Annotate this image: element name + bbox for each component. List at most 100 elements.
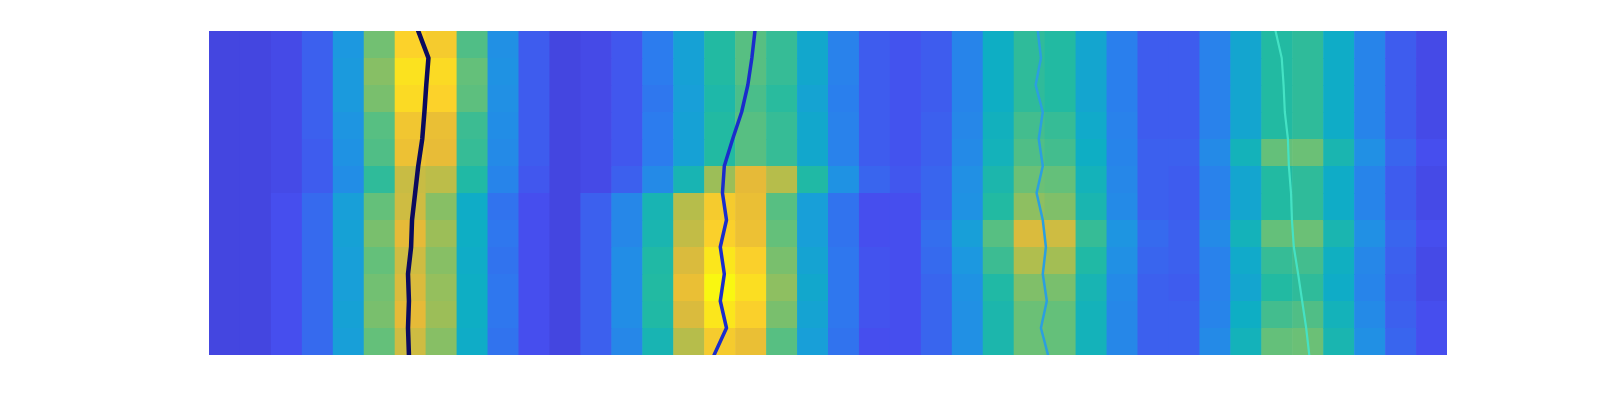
heatmap-cell	[921, 112, 953, 140]
heatmap-cell	[766, 58, 798, 86]
heatmap-cell	[890, 58, 922, 86]
heatmap-cell	[271, 328, 303, 355]
heatmap-cell	[859, 328, 891, 355]
heatmap-cell	[890, 85, 922, 113]
heatmap-cell	[549, 166, 581, 194]
heatmap-cell	[1230, 301, 1262, 329]
heatmap-cell	[333, 193, 365, 221]
heatmap-cell	[1076, 58, 1108, 86]
heatmap-cell	[766, 166, 798, 194]
heatmap-cell	[519, 274, 551, 302]
heatmap-cell	[271, 58, 303, 86]
heatmap-cell	[766, 31, 798, 59]
heatmap-cell	[673, 31, 705, 59]
heatmap-cell	[302, 220, 334, 248]
heatmap-cell	[1385, 139, 1417, 167]
heatmap-cell	[952, 139, 984, 167]
heatmap-cell	[1292, 220, 1324, 248]
heatmap-cell	[766, 328, 798, 355]
heatmap-cell	[457, 85, 489, 113]
heatmap-cell	[983, 58, 1015, 86]
heatmap-cell	[1385, 58, 1417, 86]
heatmap-cell	[1416, 85, 1447, 113]
heatmap-cell	[642, 274, 674, 302]
heatmap-cell	[1323, 328, 1355, 355]
heatmap-cell	[364, 301, 396, 329]
heatmap-cell	[828, 247, 860, 275]
heatmap-cell	[1416, 139, 1447, 167]
heatmap-cell	[1138, 274, 1170, 302]
heatmap-cell	[395, 166, 427, 194]
heatmap-cell	[890, 166, 922, 194]
heatmap-cell	[302, 274, 334, 302]
heatmap-cell	[859, 274, 891, 302]
heatmap-cell	[983, 274, 1015, 302]
heatmap-cell	[1168, 328, 1200, 355]
heatmap-cell	[488, 193, 520, 221]
heatmap-cell	[488, 247, 520, 275]
heatmap-cell	[859, 112, 891, 140]
heatmap-cell	[209, 247, 241, 275]
heatmap-cell	[1168, 85, 1200, 113]
heatmap-cell	[519, 112, 551, 140]
heatmap-cell	[209, 166, 241, 194]
heatmap-cell	[302, 58, 334, 86]
heatmap-cell	[240, 31, 272, 59]
heatmap-cell	[828, 31, 860, 59]
heatmap-cell	[457, 301, 489, 329]
heatmap-cell	[1107, 31, 1139, 59]
heatmap-cell	[364, 193, 396, 221]
heatmap-cell	[209, 112, 241, 140]
heatmap-cell	[1230, 274, 1262, 302]
heatmap-cell	[766, 193, 798, 221]
heatmap-cell	[1199, 220, 1231, 248]
heatmap-cell	[859, 247, 891, 275]
heatmap-cell	[735, 247, 767, 275]
heatmap-cell	[1168, 247, 1200, 275]
heatmap-cell	[1230, 247, 1262, 275]
heatmap-cell	[1045, 220, 1077, 248]
chart-svg	[0, 0, 1600, 400]
heatmap-cell	[766, 301, 798, 329]
heatmap-cell	[642, 58, 674, 86]
heatmap-cell	[797, 193, 829, 221]
heatmap-cell	[1354, 247, 1386, 275]
heatmap-cell	[1261, 58, 1293, 86]
heatmap-cell	[364, 274, 396, 302]
heatmap-cell	[395, 85, 427, 113]
heatmap-cell	[519, 139, 551, 167]
heatmap-cell	[766, 139, 798, 167]
heatmap-cell	[240, 193, 272, 221]
heatmap-cell	[364, 166, 396, 194]
heatmap-cell	[209, 139, 241, 167]
heatmap-cell	[1261, 193, 1293, 221]
heatmap-cell	[549, 58, 581, 86]
heatmap-cell	[364, 220, 396, 248]
heatmap-cell	[580, 247, 612, 275]
heatmap-cell	[1354, 328, 1386, 355]
heatmap-cell	[1230, 58, 1262, 86]
heatmap-cell	[859, 220, 891, 248]
heatmap-cell	[1076, 220, 1108, 248]
heatmap-cell	[1230, 328, 1262, 355]
heatmap-cell	[704, 31, 736, 59]
heatmap-cell	[333, 247, 365, 275]
heatmap-cell	[952, 301, 984, 329]
heatmap-cell	[457, 31, 489, 59]
heatmap-cell	[580, 166, 612, 194]
heatmap-cell	[426, 112, 458, 140]
heatmap-cell	[1045, 31, 1077, 59]
heatmap-cell	[426, 31, 458, 59]
heatmap-cell	[890, 247, 922, 275]
heatmap-cell	[1107, 220, 1139, 248]
heatmap-cell	[580, 193, 612, 221]
heatmap-cell	[271, 85, 303, 113]
heatmap-cell	[983, 112, 1015, 140]
heatmap-cell	[271, 166, 303, 194]
heatmap-cell	[890, 193, 922, 221]
heatmap-cell	[549, 31, 581, 59]
heatmap-cell	[240, 274, 272, 302]
heatmap-cell	[426, 58, 458, 86]
heatmap-cell	[1107, 58, 1139, 86]
heatmap-cell	[302, 85, 334, 113]
